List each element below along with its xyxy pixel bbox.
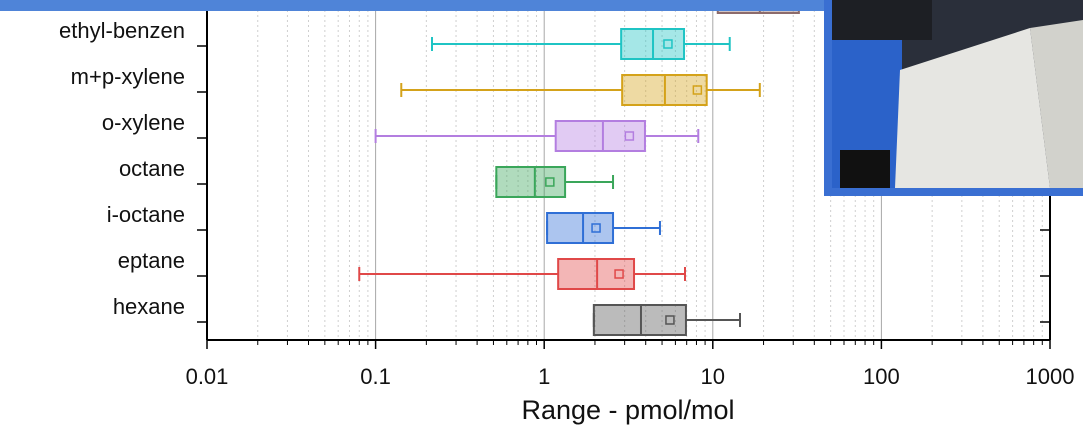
mean-marker [692, 85, 703, 95]
photo-box [895, 28, 1050, 188]
photo-overlay [824, 0, 1083, 196]
box [557, 258, 636, 290]
x-tick-label: 0.1 [360, 364, 391, 389]
box [554, 120, 646, 152]
x-tick-label: 1 [538, 364, 550, 389]
y-tick-label: ethyl-benzen [59, 18, 185, 43]
y-tick-label: hexane [113, 294, 185, 319]
y-tick-label: i-octane [107, 202, 185, 227]
mean-marker [545, 177, 555, 187]
mean-marker [614, 269, 624, 279]
box [546, 212, 615, 244]
mean-marker [663, 39, 673, 49]
photo-device [832, 0, 932, 40]
mean-marker [624, 131, 635, 141]
mean-marker [665, 315, 675, 325]
x-tick-label: 10 [701, 364, 725, 389]
box [592, 304, 687, 336]
y-tick-label: octane [119, 156, 185, 181]
mean-marker [591, 223, 601, 233]
photo-base [840, 150, 890, 188]
x-axis-label: Range - pmol/mol [521, 395, 734, 425]
y-tick-label: m+p-xylene [71, 64, 185, 89]
y-tick-label: o-xylene [102, 110, 185, 135]
box [495, 166, 567, 198]
x-tick-label: 1000 [1026, 364, 1075, 389]
photo-box-side [1030, 20, 1083, 188]
x-tick-label: 0.01 [186, 364, 229, 389]
x-tick-label: 100 [863, 364, 900, 389]
y-tick-label: eptane [118, 248, 185, 273]
header-bar [0, 0, 840, 11]
